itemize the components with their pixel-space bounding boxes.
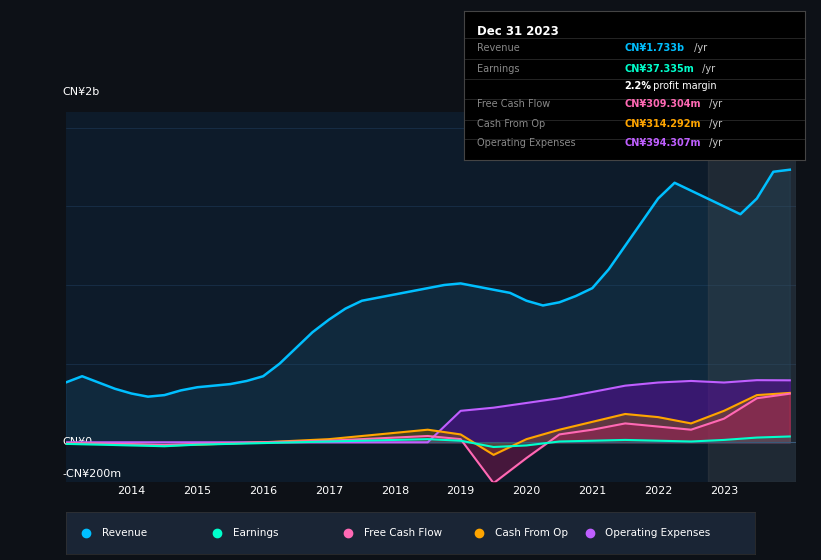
Text: CN¥1.733b: CN¥1.733b [624,43,684,53]
Text: Dec 31 2023: Dec 31 2023 [478,25,559,38]
Text: Cash From Op: Cash From Op [478,119,546,129]
Text: CN¥309.304m: CN¥309.304m [624,99,700,109]
Text: Free Cash Flow: Free Cash Flow [364,529,442,538]
Text: CN¥0: CN¥0 [62,437,92,447]
Text: 2.2%: 2.2% [624,81,651,91]
Text: /yr: /yr [706,138,722,147]
Text: Earnings: Earnings [478,64,520,74]
Text: -CN¥200m: -CN¥200m [62,469,122,479]
Text: Earnings: Earnings [232,529,278,538]
Text: CN¥2b: CN¥2b [62,87,99,97]
Text: CN¥314.292m: CN¥314.292m [624,119,700,129]
Text: Free Cash Flow: Free Cash Flow [478,99,551,109]
Text: /yr: /yr [691,43,708,53]
Text: Revenue: Revenue [478,43,521,53]
Text: CN¥37.335m: CN¥37.335m [624,64,694,74]
Text: Operating Expenses: Operating Expenses [478,138,576,147]
Text: /yr: /yr [699,64,715,74]
Text: /yr: /yr [706,119,722,129]
Text: profit margin: profit margin [649,81,716,91]
Text: Cash From Op: Cash From Op [494,529,567,538]
Text: Operating Expenses: Operating Expenses [605,529,710,538]
Text: Revenue: Revenue [102,529,147,538]
Text: /yr: /yr [706,99,722,109]
Bar [708,112,796,482]
Text: CN¥394.307m: CN¥394.307m [624,138,700,147]
